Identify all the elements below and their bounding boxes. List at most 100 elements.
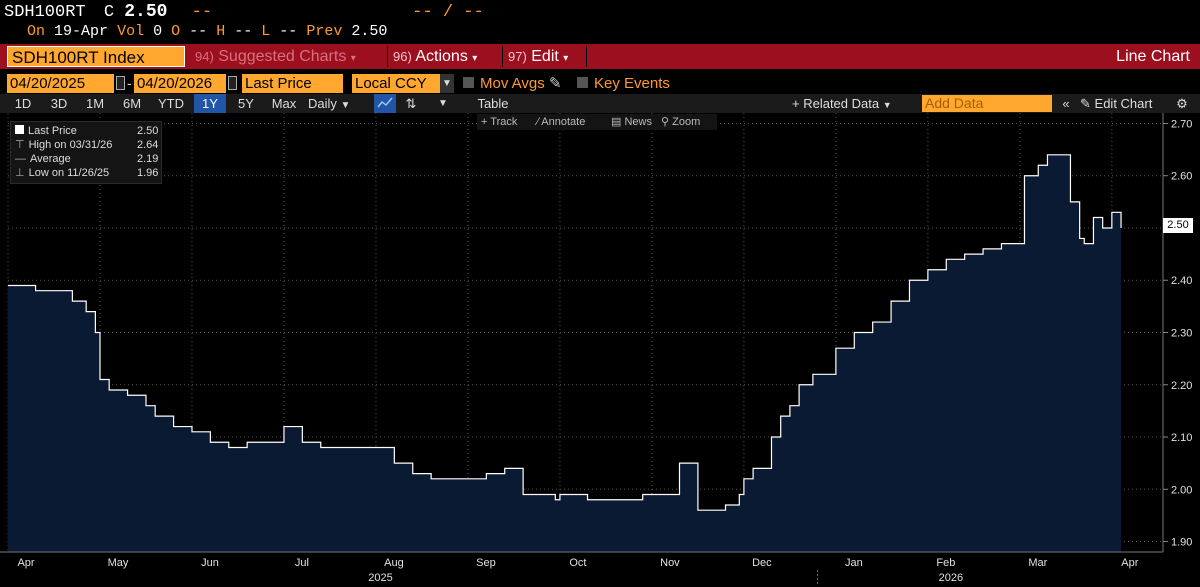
x-tick-label: Oct: [569, 557, 586, 569]
annotate-tool[interactable]: ∕ Annotate: [537, 114, 585, 130]
function-toolbar: [0, 44, 1200, 69]
edit-label: Edit: [531, 48, 559, 65]
last-price-tag: 2.50: [1163, 218, 1193, 233]
low-value: --: [279, 23, 298, 40]
low-marker-icon: ⊥: [15, 167, 25, 179]
edit-chart-label: Edit Chart: [1094, 96, 1153, 111]
key-events-checkbox[interactable]: [577, 77, 588, 88]
x-tick-label: Sep: [476, 557, 496, 569]
chevron-down-icon: ▼: [882, 100, 892, 110]
security-input[interactable]: SDH100RT Index: [7, 46, 185, 67]
edit-button[interactable]: 97) Edit ▾: [508, 46, 568, 67]
chart-type-title: Line Chart: [1116, 48, 1190, 65]
related-data-label: + Related Data: [792, 96, 880, 111]
collapse-icon[interactable]: «: [1062, 96, 1070, 111]
x-year-label: 2025: [368, 572, 392, 584]
legend-high-value: 2.64: [137, 139, 159, 151]
y-tick-label: 2.40: [1171, 275, 1192, 287]
close-label: C: [103, 3, 115, 22]
close-dash: --: [191, 3, 213, 22]
high-label: H: [216, 23, 226, 40]
legend-average-value: 2.19: [137, 153, 159, 165]
news-tool[interactable]: ▤ News: [611, 114, 652, 130]
magnifier-icon: ⚲: [661, 116, 670, 128]
x-tick-label: Aug: [384, 557, 404, 569]
y-tick-label: 2.70: [1171, 118, 1192, 130]
period-6m[interactable]: 6M: [122, 96, 142, 111]
frequency-label: Daily: [308, 96, 337, 111]
crosshair-icon[interactable]: ⇅: [405, 96, 417, 111]
prev-value: 2.50: [351, 23, 388, 40]
x-tick-label: Jun: [201, 557, 219, 569]
legend-last-price: Last Price: [15, 124, 77, 138]
high-marker-icon: ⊤: [15, 139, 25, 151]
toolbar-divider: [502, 46, 503, 67]
legend-average-label: Average: [30, 153, 71, 165]
start-date-input[interactable]: 04/20/2025: [7, 74, 114, 93]
field-select[interactable]: Last Price: [242, 74, 343, 93]
chart-toolstrip: + Track ∕ Annotate ▤ News ⚲ Zoom: [477, 114, 717, 130]
actions-button[interactable]: 96) Actions ▾: [393, 46, 477, 67]
period-ytd[interactable]: YTD: [158, 96, 184, 111]
legend-low: ⊥ Low on 11/26/25: [15, 166, 109, 180]
mov-avgs-label[interactable]: Mov Avgs ✎: [480, 74, 562, 93]
table-button[interactable]: Table: [477, 96, 509, 111]
open-label: O: [171, 23, 181, 40]
currency-select[interactable]: Local CCY: [352, 74, 440, 93]
period-5y[interactable]: 5Y: [238, 96, 254, 111]
chevron-down-icon: ▾: [350, 53, 356, 64]
calendar-icon[interactable]: [228, 76, 237, 90]
calendar-icon[interactable]: [116, 76, 125, 90]
y-axis: 2.70 2.60 2.50 2.40 2.30 2.20 2.10 2.00 1.90: [1162, 113, 1192, 552]
track-tool[interactable]: + Track: [481, 114, 517, 130]
suggested-charts-button[interactable]: 94) Suggested Charts ▾: [195, 46, 356, 67]
line-chart-icon[interactable]: [374, 94, 396, 113]
y-tick-label: 2.30: [1171, 328, 1192, 340]
chart-legend: Last Price 2.50 ⊤ High on 03/31/26 2.64 —…: [10, 121, 162, 184]
period-1d[interactable]: 1D: [14, 96, 32, 111]
close-value: 2.50: [124, 2, 168, 22]
gear-icon[interactable]: ⚙: [1176, 96, 1188, 111]
period-max[interactable]: Max: [271, 96, 297, 111]
chevron-down-icon[interactable]: ▼: [440, 74, 454, 93]
edit-chart-button[interactable]: ✎ Edit Chart: [1080, 94, 1168, 113]
related-data-button[interactable]: + Related Data ▼: [792, 94, 912, 113]
annotate-label: Annotate: [541, 116, 586, 128]
range-dashes: -- / --: [412, 3, 484, 22]
period-1m[interactable]: 1M: [85, 96, 105, 111]
x-tick-label: Nov: [660, 557, 680, 569]
line-chart[interactable]: 2.70 2.60 2.50 2.40 2.30 2.20 2.10 2.00 1.90 Apr…: [0, 113, 1200, 587]
vol-value: 0: [153, 23, 163, 40]
mov-avgs-checkbox[interactable]: [463, 77, 474, 88]
legend-low-label: Low on 11/26/25: [28, 167, 110, 179]
period-3d[interactable]: 3D: [50, 96, 68, 111]
pencil-icon: ✎: [1080, 96, 1091, 111]
zoom-tool[interactable]: ⚲ Zoom: [661, 114, 700, 130]
x-tick-label: Dec: [752, 557, 772, 569]
quote-line: SDH100RT C 2.50 -- -- / --: [4, 2, 484, 24]
pencil-icon[interactable]: ✎: [548, 75, 562, 92]
line-icon: ∕: [537, 116, 539, 128]
track-label: Track: [490, 116, 518, 128]
price-area: [8, 154, 1122, 553]
zoom-label: Zoom: [672, 116, 701, 128]
period-1y[interactable]: 1Y: [194, 94, 226, 113]
frequency-select[interactable]: Daily ▼: [308, 94, 368, 113]
y-tick-label: 2.10: [1171, 432, 1192, 444]
chevron-down-icon: ▼: [340, 100, 351, 111]
x-tick-label: Apr: [17, 557, 34, 569]
legend-low-value: 1.96: [137, 167, 159, 179]
key-events-label[interactable]: Key Events: [594, 75, 670, 92]
y-tick-label: 2.00: [1171, 484, 1192, 496]
legend-high: ⊤ High on 03/31/26: [15, 138, 112, 152]
add-data-input[interactable]: Add Data: [922, 95, 1052, 112]
period-toolbar: [0, 94, 1200, 113]
x-tick-label: Apr: [1121, 557, 1138, 569]
chevron-down-icon[interactable]: ▼: [438, 98, 448, 109]
edit-number: 97): [508, 49, 527, 64]
prev-label: Prev: [306, 23, 343, 40]
date-separator: -: [127, 75, 132, 91]
suggested-charts-number: 94): [195, 49, 214, 64]
on-label: On: [27, 23, 46, 40]
end-date-input[interactable]: 04/20/2026: [134, 74, 226, 93]
